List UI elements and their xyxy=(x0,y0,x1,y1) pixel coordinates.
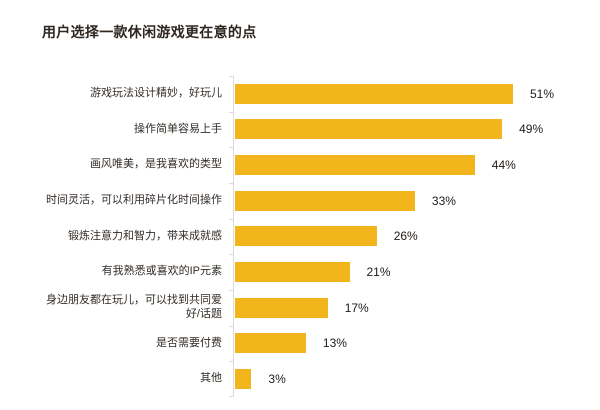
value-label: 49% xyxy=(519,122,544,137)
bar xyxy=(235,333,306,354)
value-label: 26% xyxy=(393,229,418,244)
value-label: 33% xyxy=(431,193,456,208)
category-label: 身边朋友都在玩儿，可以找到共同爱好/话题 xyxy=(46,294,222,320)
bar xyxy=(235,297,328,318)
chart-row: 锻炼注意力和智力，带来成就感 26% xyxy=(42,219,587,255)
axis-tick xyxy=(229,147,233,148)
bar xyxy=(235,155,475,176)
chart-row: 有我熟悉或喜欢的IP元素 21% xyxy=(42,254,587,290)
category-label: 有我熟悉或喜欢的IP元素 xyxy=(101,265,222,278)
category-label: 时间灵活，可以利用碎片化时间操作 xyxy=(46,193,222,206)
chart-row: 是否需要付费 13% xyxy=(42,326,587,362)
bar xyxy=(235,190,415,211)
category-label: 其他 xyxy=(200,372,222,385)
axis-tick xyxy=(229,361,233,362)
category-label: 游戏玩法设计精妙，好玩儿 xyxy=(90,86,222,99)
bar xyxy=(235,262,350,283)
bar-chart: 游戏玩法设计精妙，好玩儿 51% 操作简单容易上手 49% 画风唯美，是我喜欢的类型 44… xyxy=(42,76,587,398)
y-axis-line xyxy=(233,76,234,397)
chart-title: 用户选择一款休闲游戏更在意的点 xyxy=(42,24,257,40)
axis-tick xyxy=(229,326,233,327)
value-label: 17% xyxy=(344,300,369,315)
value-label: 51% xyxy=(530,86,555,101)
axis-tick xyxy=(229,396,233,397)
axis-tick xyxy=(229,112,233,113)
axis-tick xyxy=(229,76,233,77)
value-label: 13% xyxy=(322,336,347,351)
chart-row: 身边朋友都在玩儿，可以找到共同爱好/话题 17% xyxy=(42,290,587,326)
category-label: 是否需要付费 xyxy=(156,336,222,349)
axis-tick xyxy=(229,183,233,184)
chart-row: 操作简单容易上手 49% xyxy=(42,112,587,148)
axis-tick xyxy=(229,254,233,255)
category-label: 操作简单容易上手 xyxy=(134,122,222,135)
category-label: 锻炼注意力和智力，带来成就感 xyxy=(68,229,222,242)
axis-tick xyxy=(229,290,233,291)
value-label: 44% xyxy=(491,158,516,173)
bar xyxy=(235,369,252,390)
chart-row: 其他 3% xyxy=(42,361,587,397)
chart-row: 游戏玩法设计精妙，好玩儿 51% xyxy=(42,76,587,112)
chart-row: 时间灵活，可以利用碎片化时间操作 33% xyxy=(42,183,587,219)
chart-row: 画风唯美，是我喜欢的类型 44% xyxy=(42,147,587,183)
bar xyxy=(235,226,377,247)
bar xyxy=(235,119,503,140)
category-label: 画风唯美，是我喜欢的类型 xyxy=(90,158,222,171)
axis-tick xyxy=(229,219,233,220)
value-label: 21% xyxy=(366,265,391,280)
bar xyxy=(235,83,513,104)
value-label: 3% xyxy=(268,372,286,387)
